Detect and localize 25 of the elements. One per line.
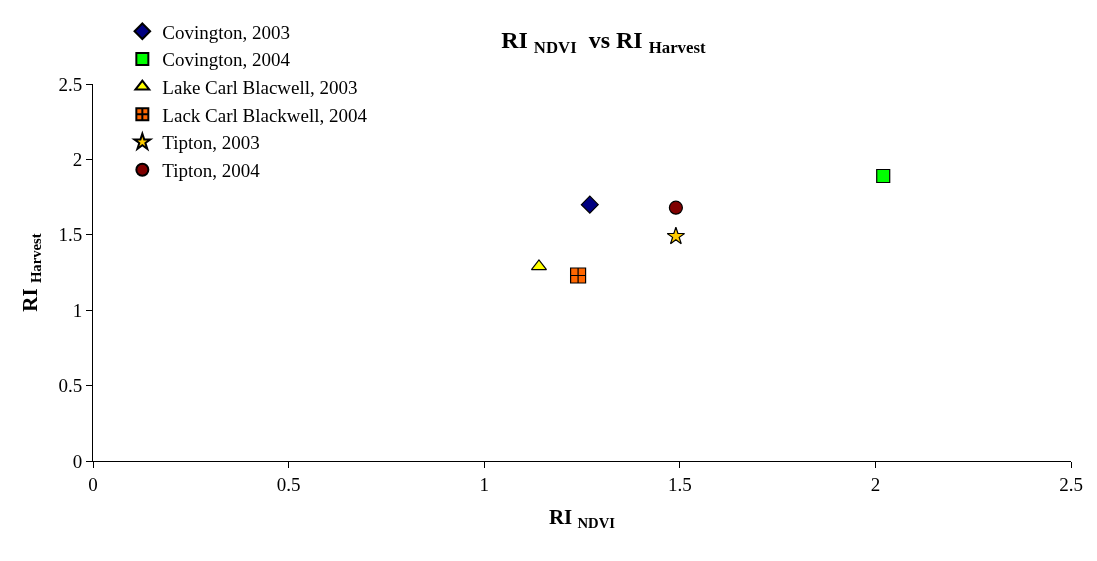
legend-label: Tipton, 2004 [162,160,261,182]
point [668,200,683,215]
legend-label: Tipton, 2003 [162,132,260,154]
point [876,168,891,184]
point [666,226,686,245]
y-tick-label: 0 [72,450,83,472]
x-tick-label: 1 [479,473,489,495]
point [569,267,587,284]
y-tick-label: 1 [72,299,83,321]
x-tick-label: 2 [870,473,881,495]
x-tick-label: 1.5 [667,473,692,495]
x-tick-label: 0 [88,473,98,495]
legend-label: Covington, 2004 [162,49,291,71]
y-tick-label: 2.5 [58,73,83,95]
x-tick-label: 2.5 [1059,473,1083,495]
x-axis-title: RI $_{NDVI}$ [548,505,616,532]
legend-label: Lake Carl Blacwell, 2003 [162,77,358,99]
legend-label: Covington, 2003 [162,21,291,43]
point [580,195,599,214]
y-tick-label: 2 [72,149,83,171]
x-tick-label: 0.5 [276,473,301,495]
y-tick-label: 0.5 [58,375,83,397]
chart-title: RI $_{NDVI}$ vs RI $_{Harvest}$ [501,26,706,57]
y-tick-label: 1.5 [58,224,83,246]
legend-label: Lack Carl Blackwell, 2004 [162,104,368,126]
